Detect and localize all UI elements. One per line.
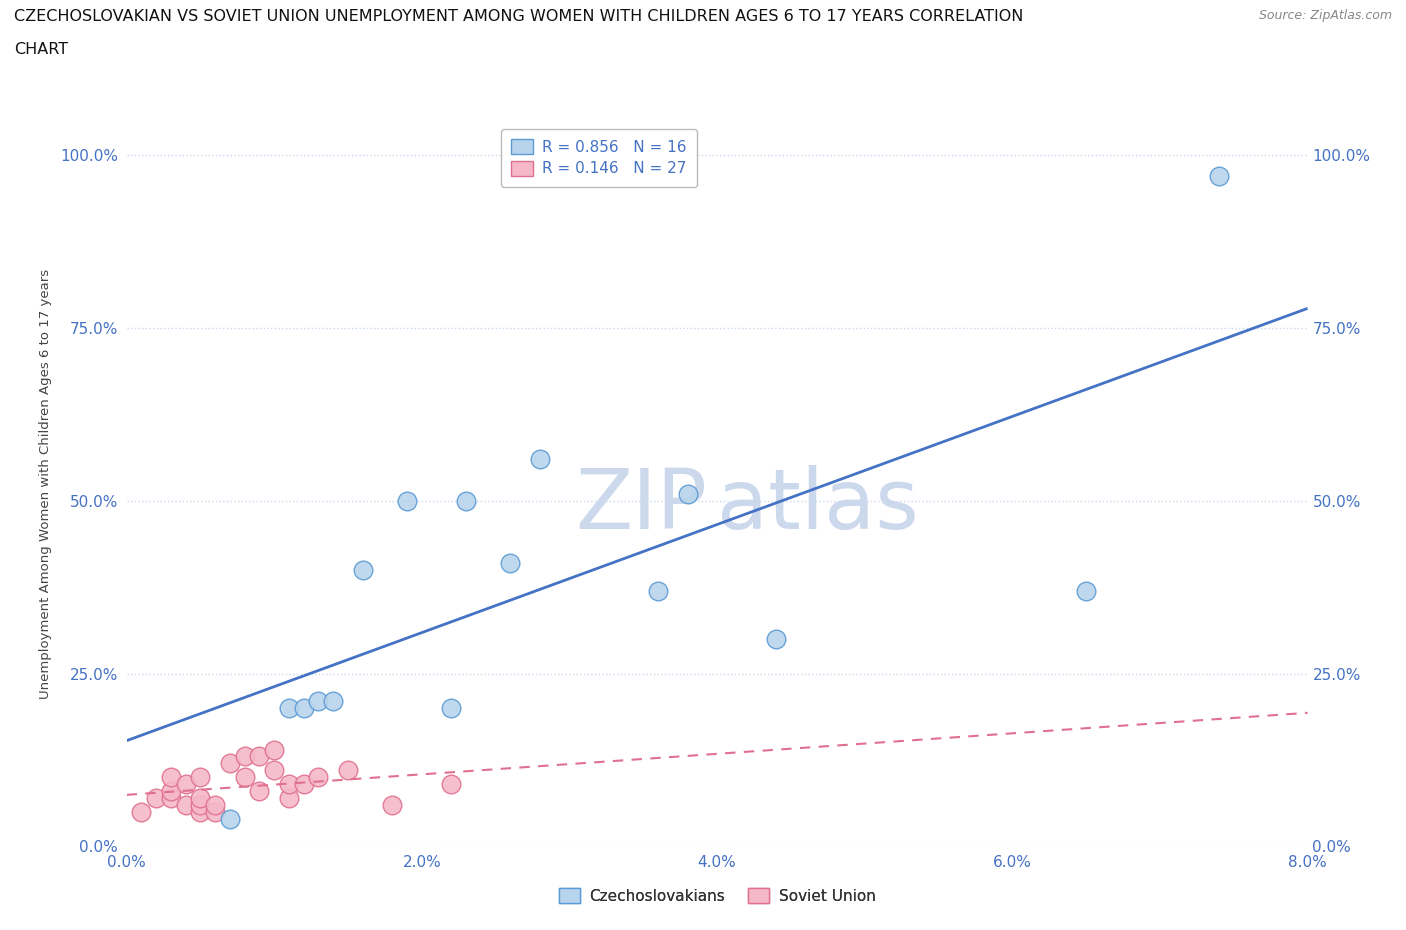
Point (233, 770, 256, 785)
Point (160, 770, 183, 785)
Point (647, 583, 669, 598)
Point (1208, 168, 1230, 183)
Point (219, 811, 242, 826)
Point (188, 804, 211, 819)
Point (204, 804, 226, 819)
Point (160, 790, 183, 805)
Point (247, 784, 270, 799)
Point (440, 700, 463, 715)
Text: CHART: CHART (14, 42, 67, 57)
Point (188, 797, 211, 812)
Point (454, 494, 477, 509)
Point (440, 777, 463, 791)
Point (322, 694, 344, 709)
Point (352, 563, 374, 578)
Y-axis label: Unemployment Among Women with Children Ages 6 to 17 years: Unemployment Among Women with Children A… (39, 269, 52, 698)
Point (129, 804, 153, 819)
Point (278, 700, 301, 715)
Point (204, 797, 226, 812)
Point (278, 777, 301, 791)
Text: CZECHOSLOVAKIAN VS SOVIET UNION UNEMPLOYMENT AMONG WOMEN WITH CHILDREN AGES 6 TO: CZECHOSLOVAKIAN VS SOVIET UNION UNEMPLOY… (14, 9, 1024, 24)
Point (499, 555, 522, 570)
Point (1076, 583, 1098, 598)
Point (188, 790, 211, 805)
Point (174, 797, 197, 812)
Point (529, 452, 551, 467)
Point (676, 486, 699, 501)
Point (145, 790, 167, 805)
Point (307, 770, 329, 785)
Point (174, 777, 197, 791)
Point (219, 756, 242, 771)
Point (160, 784, 183, 799)
Point (263, 763, 285, 777)
Point (233, 749, 256, 764)
Text: atlas: atlas (717, 465, 918, 546)
Point (278, 790, 301, 805)
Point (396, 494, 419, 509)
Point (765, 631, 787, 646)
Text: Source: ZipAtlas.com: Source: ZipAtlas.com (1258, 9, 1392, 22)
Point (188, 770, 211, 785)
Point (337, 763, 360, 777)
Point (381, 797, 404, 812)
Point (307, 694, 329, 709)
Text: ZIP: ZIP (575, 465, 707, 546)
Point (263, 742, 285, 757)
Legend: Czechoslovakians, Soviet Union: Czechoslovakians, Soviet Union (551, 881, 883, 911)
Point (247, 749, 270, 764)
Point (292, 777, 315, 791)
Point (292, 700, 315, 715)
